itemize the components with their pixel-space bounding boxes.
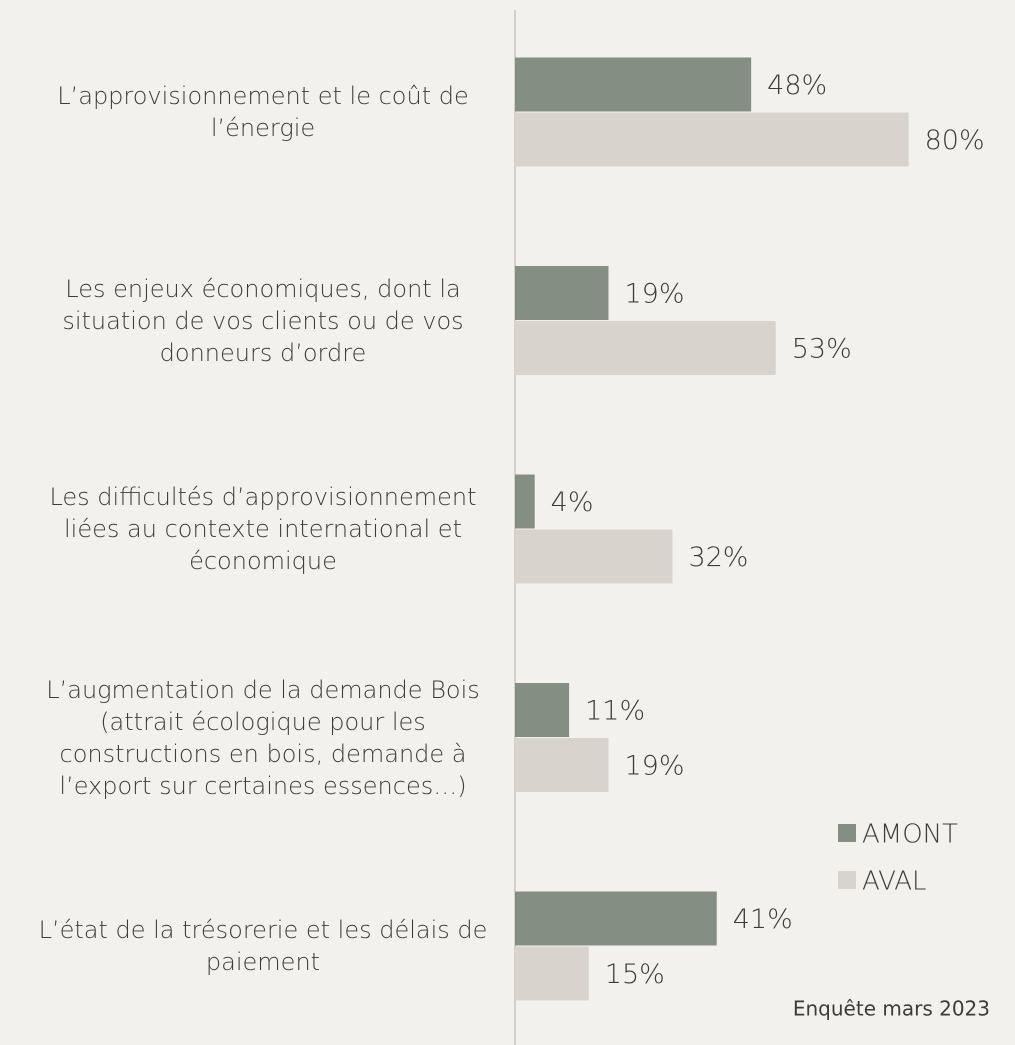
bar — [515, 266, 609, 320]
legend-swatch — [838, 871, 856, 889]
value-label: 15% — [605, 959, 665, 990]
bar — [515, 321, 776, 375]
value-label: 19% — [624, 279, 684, 310]
bar — [515, 529, 673, 584]
category-label: L’augmentation de la demande Bois (attra… — [46, 675, 480, 800]
category-label: L’état de la trésorerie et les délais de… — [38, 916, 488, 976]
bar — [515, 112, 909, 167]
value-label: 48% — [767, 70, 827, 101]
legend-label: AVAL — [862, 867, 927, 897]
value-label: 19% — [624, 751, 684, 782]
bar — [515, 474, 535, 529]
footnote: Enquête mars 2023 — [793, 997, 990, 1021]
category-label: Les difficultés d’approvisionnement liée… — [49, 483, 477, 575]
category-label: L’approvisionnement et le coût de l’éner… — [57, 82, 469, 142]
bar — [515, 946, 589, 1001]
value-label: 11% — [585, 696, 645, 727]
bar — [515, 738, 609, 792]
category-label: Les enjeux économiques, dont la situatio… — [62, 274, 464, 367]
value-label: 32% — [688, 542, 748, 573]
value-label: 80% — [925, 125, 985, 156]
bar — [515, 683, 570, 737]
value-label: 4% — [551, 487, 594, 518]
bar — [515, 891, 717, 946]
legend-label: AMONT — [862, 820, 958, 850]
value-label: 41% — [733, 904, 793, 935]
legend-swatch — [838, 824, 856, 842]
bar — [515, 57, 752, 112]
value-label: 53% — [792, 334, 852, 365]
